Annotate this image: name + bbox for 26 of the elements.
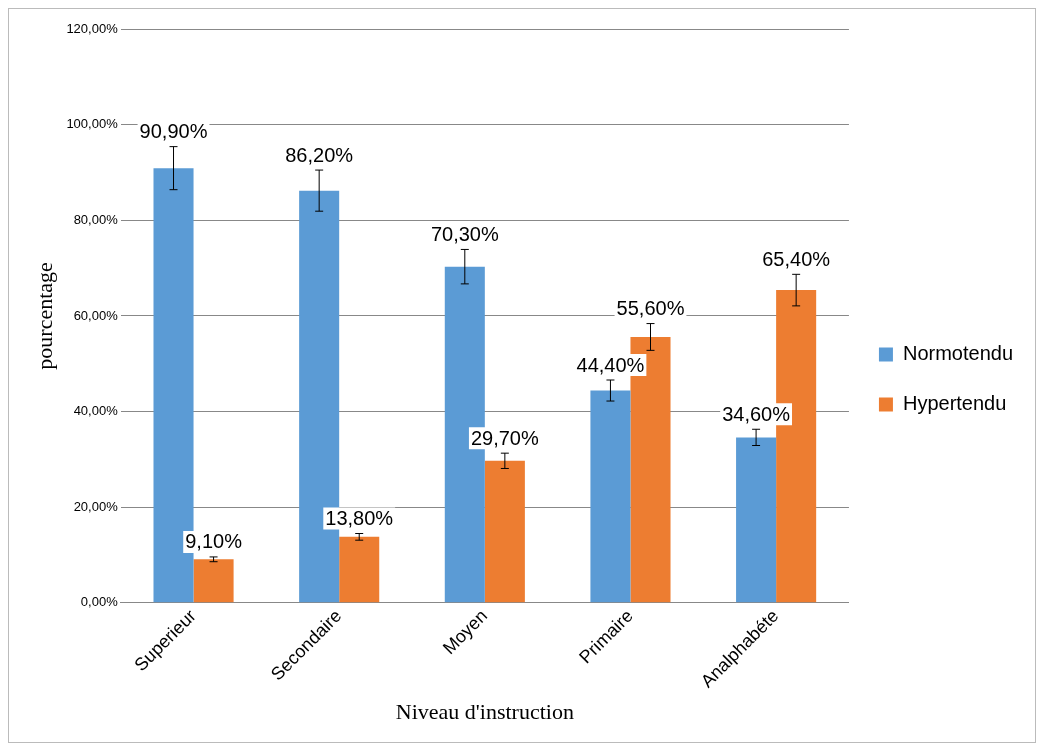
data-label: 29,70% [470,426,539,449]
data-label: 86,20% [285,143,354,166]
bar [339,536,380,603]
bar [590,390,631,603]
y-tick-label: 40,00% [73,403,119,419]
data-label: 55,60% [616,297,685,320]
y-tick-label: 100,00% [66,116,119,132]
data-label: 90,90% [139,120,208,143]
y-tick-label: 80,00% [73,211,119,227]
y-tick-label: 120,00% [66,20,119,36]
y-tick-label: 20,00% [73,498,119,514]
data-label: 34,60% [722,402,791,425]
legend-label: Hypertendu [902,392,1007,415]
bar [484,460,525,603]
y-tick-label: 60,00% [73,307,119,323]
y-tick-label: 0,00% [80,594,119,610]
bar [736,437,777,603]
data-label: 70,30% [430,222,499,245]
x-axis-title: Niveau d'instruction [395,698,574,724]
data-label: 44,40% [576,353,645,376]
data-label: 13,80% [325,507,394,530]
data-label: 9,10% [185,530,243,553]
bar [193,559,234,603]
y-axis-title: pourcentage [31,262,57,370]
data-label: 65,40% [762,247,831,270]
legend-label: Normotendu [902,342,1013,365]
